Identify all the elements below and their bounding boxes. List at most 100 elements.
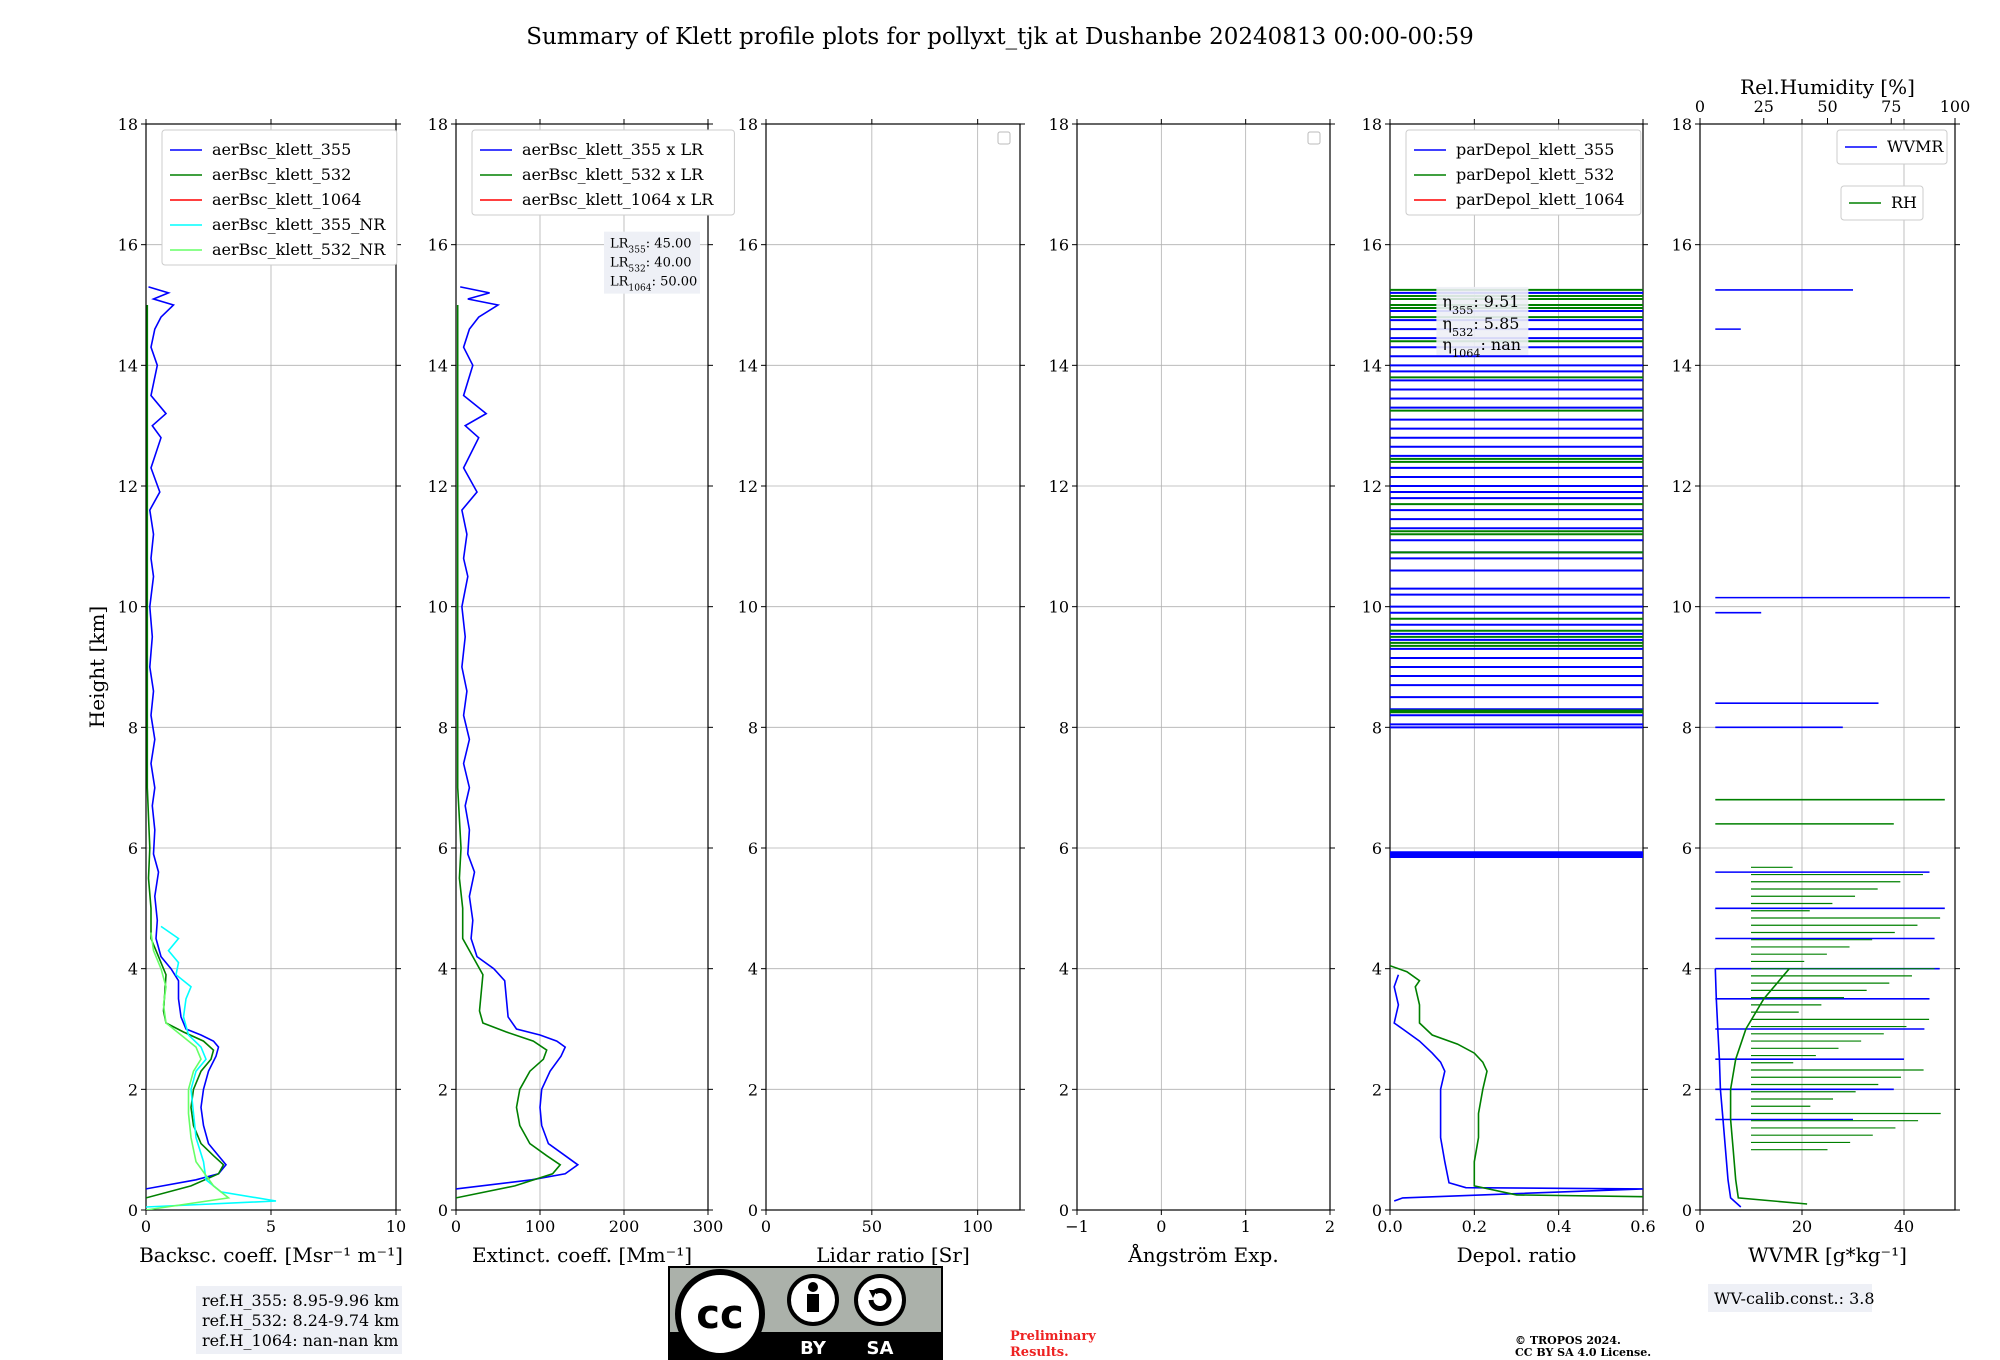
ytick-label: 10: [738, 598, 758, 617]
cc-license-badge: cc BY SA: [668, 1266, 943, 1360]
xtick-label: 40: [1894, 1217, 1914, 1236]
ytick-label: 2: [1059, 1080, 1069, 1099]
legend-box: [471, 129, 735, 216]
legend-box-rh: [1840, 185, 1924, 221]
ytick-label: 18: [1362, 115, 1382, 134]
xtick-label: 5: [266, 1217, 276, 1236]
empty-legend-box: [1307, 131, 1321, 145]
xtick-label: 0.4: [1546, 1217, 1571, 1236]
ytick-label: 10: [1362, 598, 1382, 617]
legend-entry-aerBsc_klett_532 x LR: aerBsc_klett_532 x LR: [522, 165, 704, 184]
legend-entry-aerBsc_klett_355_NR: aerBsc_klett_355_NR: [212, 215, 386, 234]
ytick-label: 8: [128, 718, 138, 737]
ytick-label: 14: [428, 356, 448, 375]
ytick-label: 14: [1049, 356, 1069, 375]
ytick-label: 2: [1372, 1080, 1382, 1099]
top-xtick-label: 100: [1940, 97, 1971, 116]
ytick-label: 4: [1059, 960, 1069, 979]
top-xtick-label: 0: [1695, 97, 1705, 116]
ytick-label: 6: [748, 839, 758, 858]
legend-box: [161, 129, 398, 266]
ytick-label: 12: [118, 477, 138, 496]
ytick-label: 8: [1682, 718, 1692, 737]
xtick-label: 0.6: [1630, 1217, 1655, 1236]
top-xaxis-label: Rel.Humidity [%]: [1740, 75, 1915, 99]
ytick-label: 6: [1059, 839, 1069, 858]
series-line-RH: [1729, 968, 1808, 1205]
refh-355: ref.H_355: 8.95-9.96 km: [202, 1291, 399, 1310]
series-line-WVMR: [1714, 968, 1742, 1208]
ytick-label: 10: [1049, 598, 1069, 617]
xtick-label: 0: [141, 1217, 151, 1236]
wv-calib-text: WV-calib.const.: 3.8: [1714, 1289, 1875, 1308]
lr-box: [604, 231, 700, 294]
ytick-label: 16: [1049, 236, 1069, 255]
series-line-parDepol_klett_355: [1393, 974, 1643, 1202]
ytick-label: 0: [748, 1201, 758, 1220]
xaxis-label: Backsc. coeff. [Msr⁻¹ m⁻¹]: [139, 1243, 403, 1267]
eta-355-text: η355: 9.51: [1442, 292, 1519, 317]
ytick-label: 12: [1672, 477, 1692, 496]
plot-area: [146, 286, 277, 1210]
xtick-label: 50: [862, 1217, 882, 1236]
top-xtick-label: 75: [1881, 97, 1901, 116]
ytick-label: 2: [748, 1080, 758, 1099]
ytick-label: 0: [1372, 1201, 1382, 1220]
copyright-line-1: © TROPOS 2024.: [1515, 1334, 1621, 1347]
ytick-label: 16: [738, 236, 758, 255]
ytick-label: 2: [128, 1080, 138, 1099]
xtick-label: 10: [386, 1217, 406, 1236]
ytick-label: 14: [118, 356, 138, 375]
xtick-label: 0: [1695, 1217, 1705, 1236]
axes-frame: [765, 123, 1021, 1211]
lr-532-text: LR532: 40.00: [610, 256, 692, 275]
ytick-label: 12: [428, 477, 448, 496]
legend-entry-rh: RH: [1891, 193, 1917, 212]
ytick-label: 18: [428, 115, 448, 134]
ytick-label: 0: [438, 1201, 448, 1220]
yaxis-label: Height [km]: [85, 606, 109, 728]
cc-logo-text: cc: [696, 1292, 743, 1338]
ytick-label: 4: [1372, 960, 1382, 979]
xaxis-label: Extinct. coeff. [Mm⁻¹]: [472, 1243, 692, 1267]
xtick-label: 0: [761, 1217, 771, 1236]
xaxis-label: Lidar ratio [Sr]: [816, 1243, 970, 1267]
ytick-label: 18: [738, 115, 758, 134]
ytick-label: 16: [118, 236, 138, 255]
figure-title: Summary of Klett profile plots for polly…: [526, 24, 1474, 50]
xaxis-label: Ångström Exp.: [1127, 1242, 1278, 1267]
ytick-label: 14: [1672, 356, 1692, 375]
series-line-parDepol_klett_532: [1390, 964, 1643, 1198]
axes-frame: [455, 123, 709, 1211]
xtick-label: 0: [451, 1217, 461, 1236]
refh-annotation: ref.H_355: 8.95-9.96 km ref.H_532: 8.24-…: [196, 1286, 402, 1354]
legend: aerBsc_klett_355 x LR aerBsc_klett_532 x …: [471, 129, 735, 216]
ytick-label: 6: [1372, 839, 1382, 858]
xaxis-label: Depol. ratio: [1457, 1243, 1577, 1267]
legend: aerBsc_klett_355 aerBsc_klett_532 aerBsc_k…: [161, 129, 398, 266]
eta-532-text: η532: 5.85: [1442, 314, 1519, 339]
preliminary-line-2: Results.: [1010, 1345, 1069, 1360]
xtick-label: 100: [962, 1217, 993, 1236]
ytick-label: 10: [118, 598, 138, 617]
axes-frame: [1699, 123, 1956, 1211]
refh-1064: ref.H_1064: nan-nan km: [202, 1331, 398, 1350]
axes-frame: [1076, 123, 1331, 1211]
ytick-label: 14: [738, 356, 758, 375]
ytick-label: 4: [748, 960, 758, 979]
legend-entry-aerBsc_klett_1064 x LR: aerBsc_klett_1064 x LR: [522, 190, 714, 209]
panel-backscatter: 0 2 4 6 8 10 12 14 16 18 0 5 10 Backsc. coeff. [Msr⁻¹…: [85, 115, 406, 1267]
top-xtick-label: 50: [1817, 97, 1837, 116]
copyright-line-2: CC BY SA 4.0 License.: [1515, 1346, 1651, 1359]
series-line-aerBsc_klett_355: [146, 286, 228, 1190]
ytick-label: 16: [1362, 236, 1382, 255]
xtick-label: −1: [1065, 1217, 1089, 1236]
copyright-note: © TROPOS 2024. CC BY SA 4.0 License.: [1515, 1334, 1651, 1359]
preliminary-line-1: Preliminary: [1010, 1329, 1096, 1344]
xtick-label: 100: [525, 1217, 556, 1236]
wv-calib-annotation: WV-calib.const.: 3.8: [1708, 1284, 1875, 1312]
sa-share-icon: [854, 1274, 906, 1326]
